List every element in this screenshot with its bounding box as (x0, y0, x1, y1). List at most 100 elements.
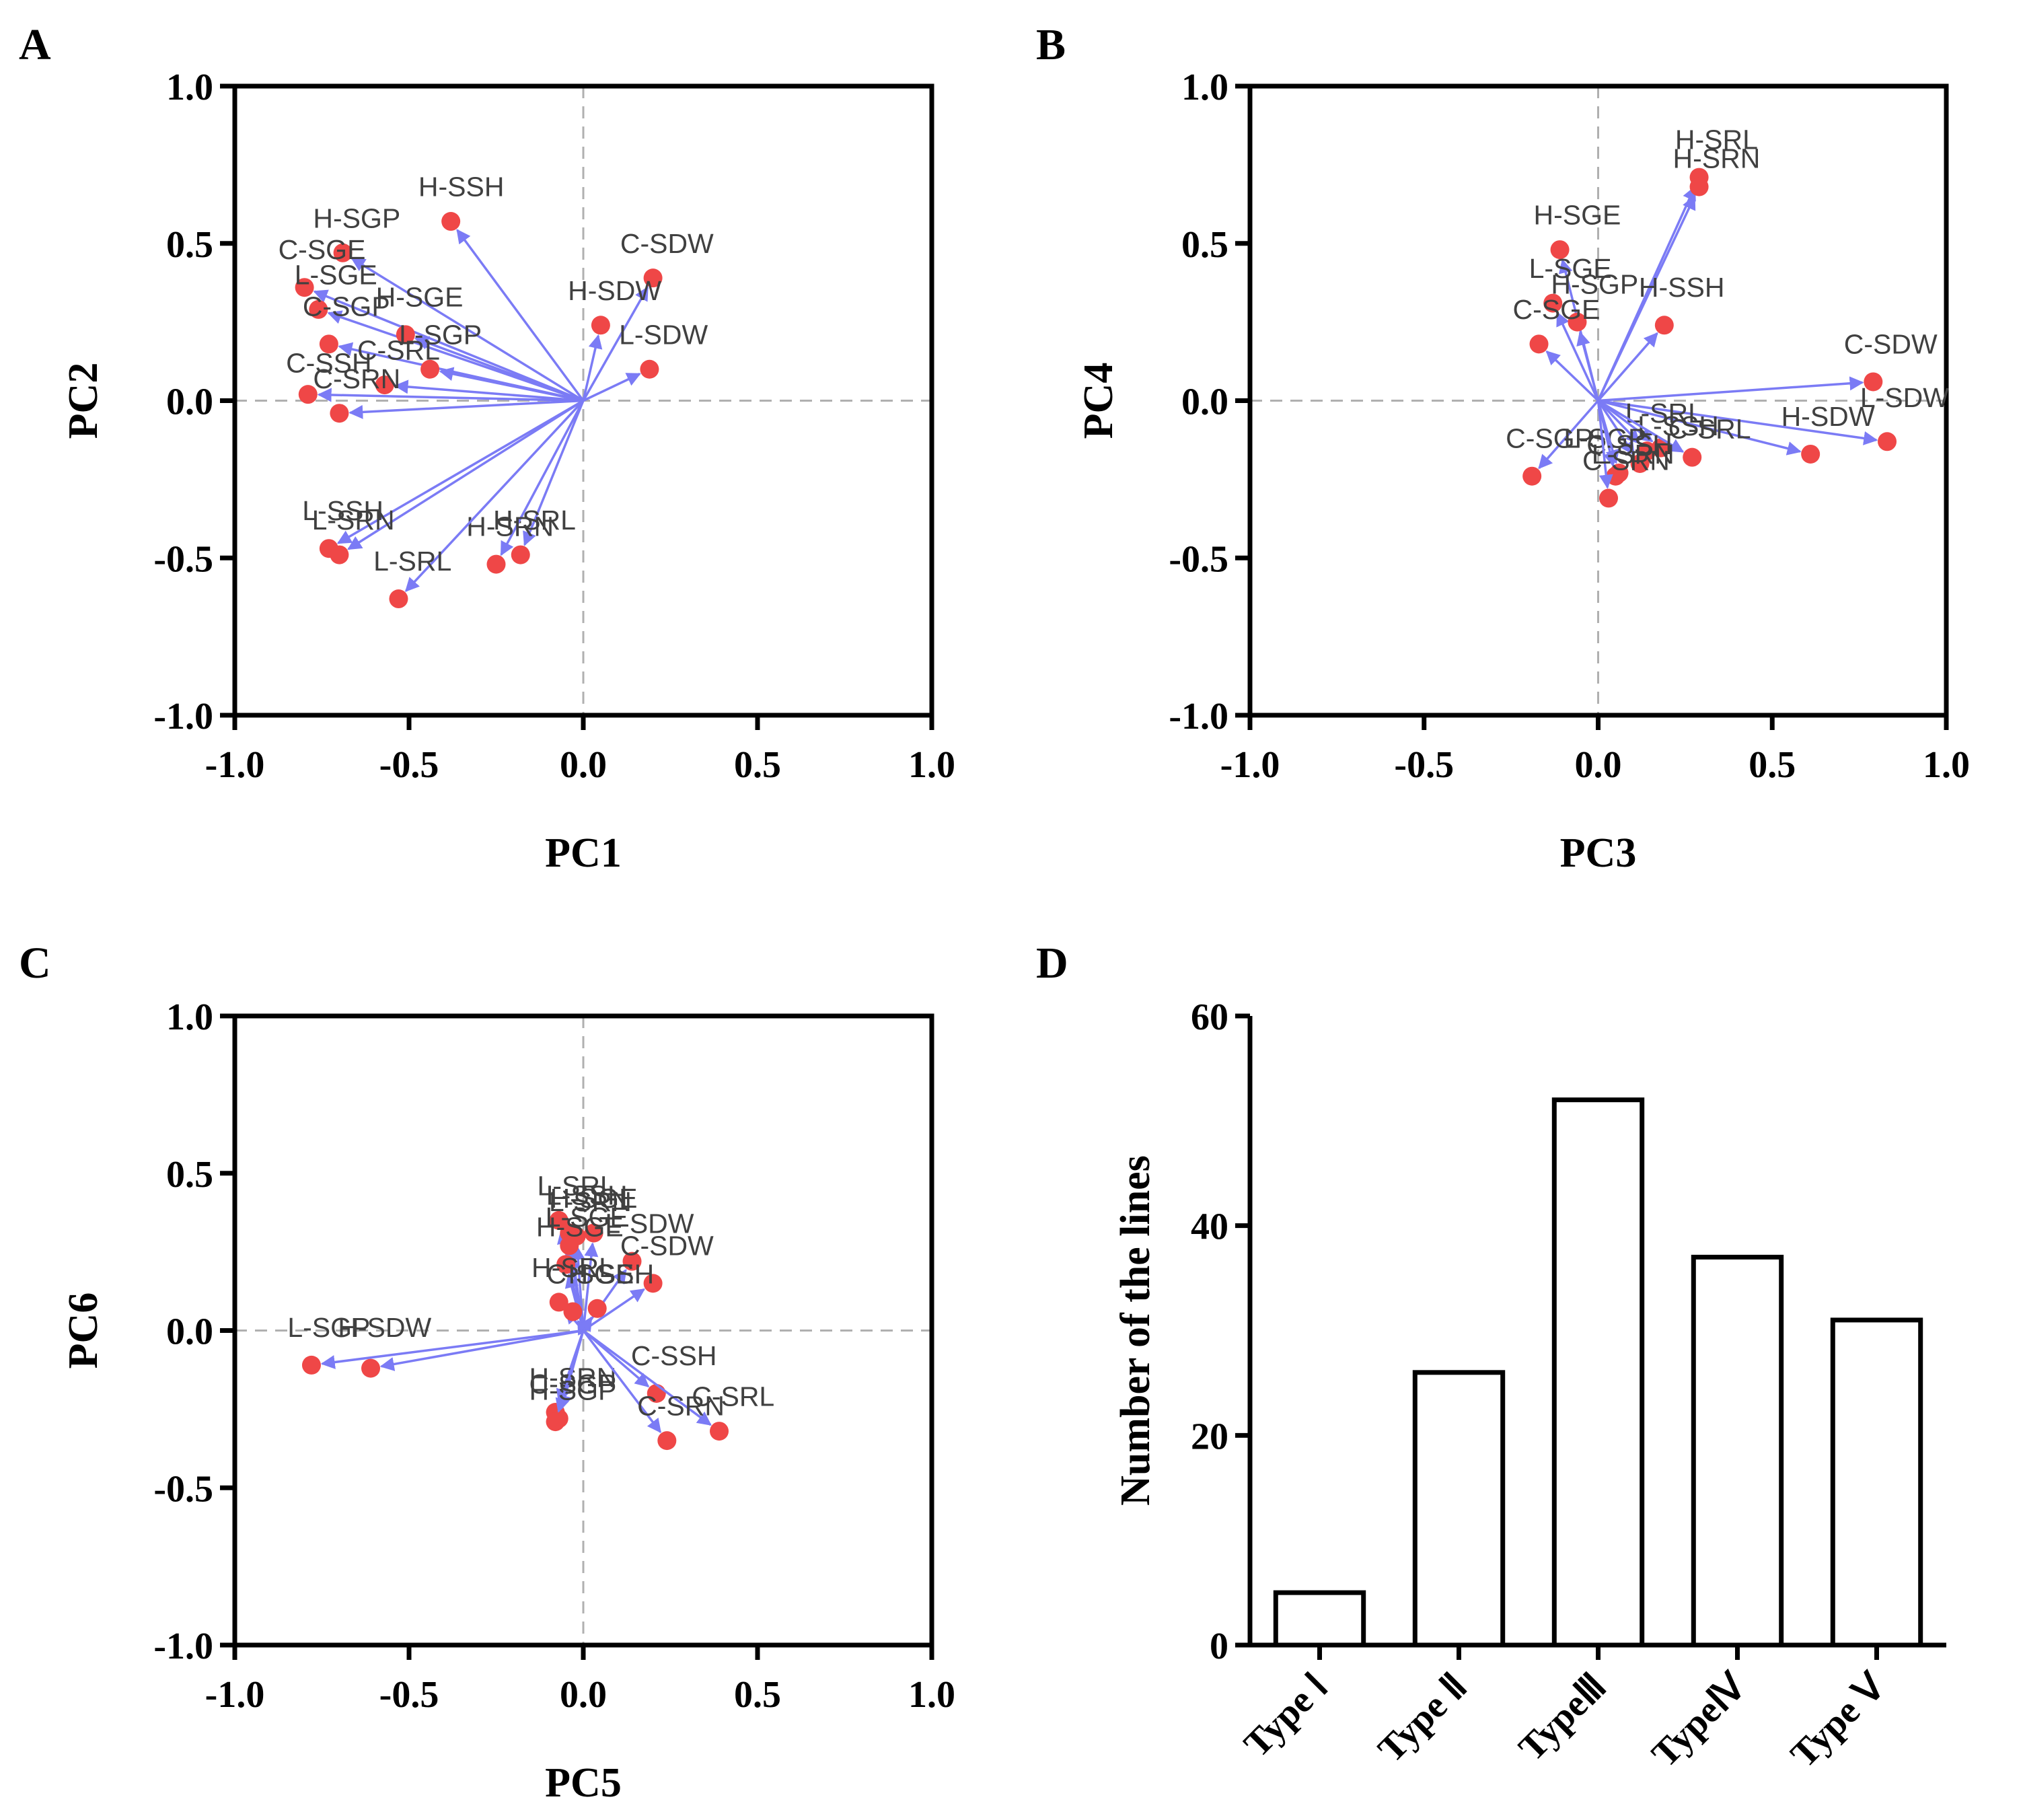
loading-arrow (379, 1329, 584, 1371)
point-label: C-SGE (279, 234, 366, 265)
loading-arrow (583, 373, 641, 402)
point-label: L-SDW (1860, 382, 1949, 413)
y-tick-label: -0.5 (153, 538, 213, 580)
loading-point (1550, 240, 1570, 260)
x-tick-label: 0.0 (560, 1674, 607, 1716)
loading-arrow (348, 399, 584, 419)
x-tick-label: 0.5 (734, 744, 781, 786)
panel-a: A -1.0 -0.5 0.0 0.5 1.0 1.0 0.5 0.0 -0.5 -1.0 PC1 PC… (19, 20, 955, 876)
loading-point (396, 325, 415, 344)
loading-point (1864, 372, 1883, 392)
y-tick-label: 0.0 (166, 1311, 213, 1353)
loading-arrow (1597, 332, 1658, 402)
loading-point (330, 404, 349, 423)
panel-b: B -1.0 -0.5 0.0 0.5 1.0 1.0 0.5 0.0 -0.5 -1.0 PC3 PC… (1036, 20, 1970, 876)
point-label: L-SSH (546, 1180, 628, 1211)
loading-point (1609, 464, 1629, 483)
loading-point (441, 212, 461, 231)
y-tick-label: 0.0 (166, 381, 213, 423)
point-label: C-SRN (313, 363, 400, 394)
point-label: H-SDW (338, 1312, 431, 1343)
loading-arrow (555, 1330, 585, 1413)
loading-point (1801, 444, 1820, 464)
point-label: C-SRL (692, 1381, 774, 1412)
loading-point (333, 243, 353, 262)
loading-point (361, 1358, 381, 1378)
loading-arrow (336, 399, 584, 544)
loading-arrow (582, 1330, 712, 1426)
point-label: C-SSH (286, 347, 372, 378)
y-tick-label: 20 (1191, 1416, 1228, 1457)
loading-point (1522, 466, 1542, 486)
y-tick-label: 0.5 (166, 1154, 213, 1196)
x-tick-label: 0.5 (1749, 744, 1796, 786)
loading-point (643, 1274, 663, 1293)
loading-point (301, 1355, 321, 1375)
loading-arrow (582, 334, 603, 401)
point-label: L-SRL (373, 546, 451, 577)
loading-arrow (456, 229, 585, 402)
bar (1551, 1097, 1645, 1648)
point-label: C-SRN (1582, 445, 1670, 476)
y-tick-label: -0.5 (1169, 538, 1228, 580)
loading-arrow (1545, 350, 1599, 402)
loading-arrow (414, 336, 584, 402)
point-label: C-SDW (620, 1230, 714, 1261)
panel-letter: C (19, 939, 51, 988)
loading-arrow (500, 400, 585, 556)
point-label: L-SGE (546, 1202, 628, 1233)
bar (1691, 1254, 1784, 1648)
loading-point (560, 1236, 579, 1255)
loading-point (309, 299, 328, 319)
point-label: L-SGP (399, 319, 482, 350)
y-axis-title: PC6 (61, 1293, 106, 1369)
y-axis-title: PC2 (61, 363, 106, 439)
loading-point (330, 545, 349, 565)
point-label: C-SRL (1668, 414, 1751, 445)
loading-arrow (1556, 312, 1600, 402)
point-label: C-SSH (631, 1340, 717, 1371)
loading-arrow (1596, 400, 1613, 489)
loading-point (420, 359, 440, 379)
y-tick-label: 0.5 (1181, 224, 1228, 266)
loading-point (549, 1210, 568, 1230)
loading-arrow (313, 289, 584, 402)
loading-point (640, 359, 659, 379)
loading-point (1529, 334, 1549, 354)
point-label: C-SGE (1512, 294, 1600, 325)
point-label: H-SRN (466, 511, 554, 542)
loading-arrow (317, 388, 584, 402)
x-tick-label: 0.5 (734, 1674, 781, 1716)
x-tick-label: -1.0 (205, 744, 265, 786)
point-label: C-SGP (303, 291, 390, 322)
x-tick-label: 0.0 (560, 744, 607, 786)
point-label: L-SRL (538, 1170, 616, 1201)
loading-point (389, 589, 408, 609)
y-tick-label: -1.0 (153, 1626, 213, 1667)
bar (1273, 1590, 1366, 1648)
panel-c: C -1.0 -0.5 0.0 0.5 1.0 1.0 0.5 0.0 -0.5 -1.0 PC5 PC… (19, 939, 955, 1806)
y-tick-label: 0 (1210, 1626, 1228, 1667)
y-tick-label: 1.0 (1181, 67, 1228, 108)
loading-point (1651, 438, 1670, 458)
loading-arrow (394, 379, 584, 402)
loading-arrow (351, 257, 584, 402)
loading-point (584, 1223, 603, 1243)
y-tick-label: 1.0 (166, 67, 213, 108)
point-label: L-SGP (287, 1312, 370, 1343)
y-tick-label: 0.5 (166, 224, 213, 266)
point-label: H-SGE (536, 1211, 624, 1242)
loading-arrow (1596, 195, 1696, 402)
bar (1830, 1317, 1923, 1648)
loading-point (1599, 488, 1619, 508)
x-tick-label: Type Ⅱ (1370, 1665, 1475, 1770)
x-tick-label: -0.5 (1394, 744, 1454, 786)
bar (1412, 1370, 1506, 1648)
loading-arrow (1598, 399, 1878, 445)
loading-arrow (404, 400, 585, 592)
point-label: C-SRN (637, 1391, 725, 1422)
point-label: L-SDW (619, 319, 708, 350)
loading-arrow (1597, 400, 1685, 453)
loading-point (319, 334, 338, 354)
